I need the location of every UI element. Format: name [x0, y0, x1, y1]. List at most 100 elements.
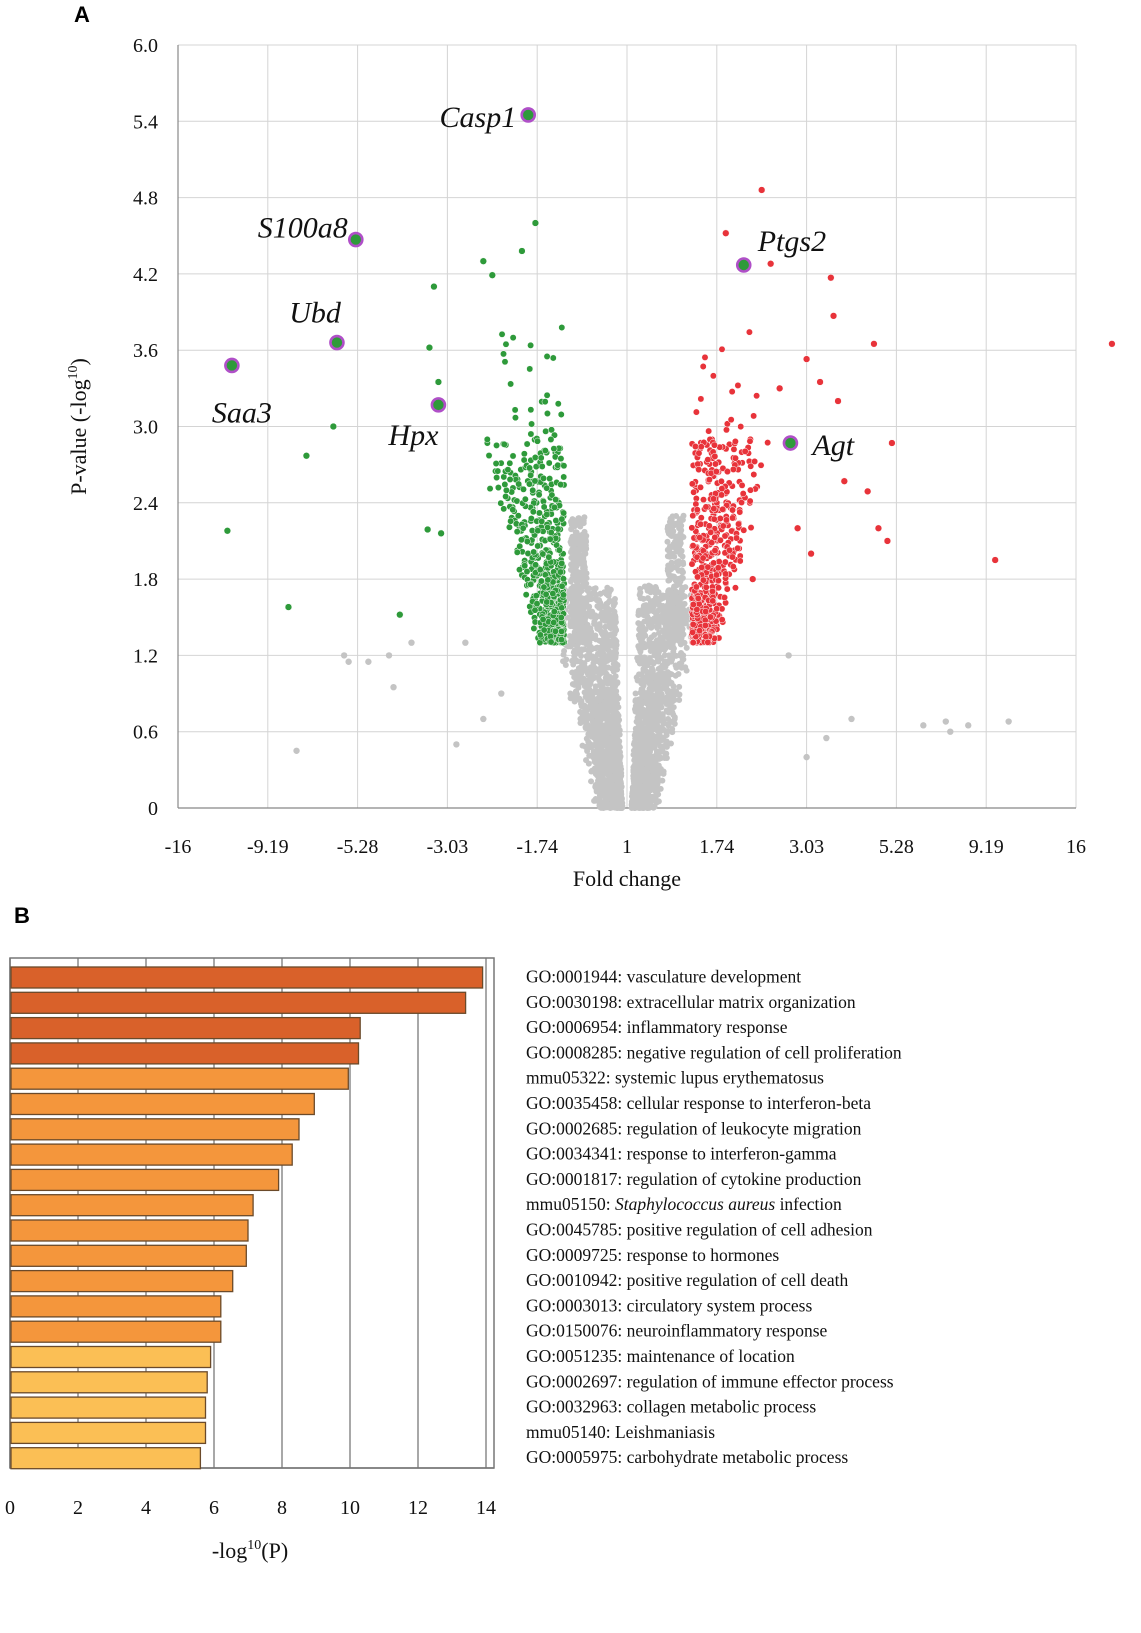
down-point — [550, 445, 558, 453]
highlight-point-ubd — [329, 334, 345, 351]
bar — [10, 1371, 208, 1394]
up-point — [690, 488, 698, 496]
down-point — [527, 471, 535, 479]
ns-point — [669, 725, 676, 732]
ns-point — [678, 614, 685, 621]
ns-point — [947, 728, 954, 735]
down-point — [536, 631, 544, 639]
ns-point — [575, 680, 582, 687]
ns-point — [639, 690, 646, 697]
ns-point — [658, 699, 665, 706]
x-tick-label: 0 — [5, 1497, 15, 1519]
up-point — [722, 516, 730, 524]
ns-point — [573, 578, 580, 585]
y-tick-label: 0.6 — [133, 722, 158, 744]
up-point — [816, 378, 824, 386]
bar — [10, 1269, 234, 1293]
down-point — [509, 452, 517, 460]
ns-point — [667, 531, 674, 538]
ns-point — [679, 553, 686, 560]
down-point — [514, 512, 522, 520]
ns-point — [679, 574, 686, 581]
up-point — [694, 573, 701, 581]
ns-point — [646, 794, 653, 801]
ns-point — [594, 624, 601, 631]
ns-point — [643, 608, 650, 615]
down-point — [521, 562, 529, 570]
ns-point — [641, 679, 648, 686]
down-point — [549, 354, 557, 362]
down-point — [513, 548, 521, 556]
ns-point — [642, 583, 649, 590]
ns-point — [631, 804, 638, 811]
down-point — [526, 365, 534, 373]
highlight-point-casp1 — [520, 107, 537, 123]
ns-point — [588, 768, 595, 775]
down-point — [513, 528, 521, 536]
ns-point — [581, 528, 588, 535]
ns-point — [592, 645, 599, 652]
up-point — [712, 468, 720, 475]
x-tick-label: 16 — [1066, 836, 1086, 858]
ns-point — [365, 658, 372, 665]
ns-point — [597, 599, 604, 606]
ns-point — [572, 529, 579, 536]
up-point — [747, 486, 754, 494]
up-point — [834, 397, 842, 405]
down-point — [529, 486, 537, 494]
down-point — [493, 474, 501, 482]
down-point — [527, 406, 535, 414]
up-point — [751, 457, 759, 465]
up-point — [704, 563, 712, 571]
ns-point — [665, 632, 672, 639]
down-point — [548, 426, 555, 434]
ns-point — [660, 743, 667, 750]
ns-point — [638, 686, 645, 693]
x-tick-label: -3.03 — [427, 836, 469, 858]
ns-point — [632, 725, 639, 732]
ns-point — [637, 633, 644, 640]
ns-point — [605, 675, 612, 682]
down-point — [501, 481, 509, 488]
ns-point — [671, 720, 678, 727]
term-label: GO:0001817: regulation of cytokine produ… — [526, 1169, 862, 1189]
up-point — [750, 412, 758, 420]
up-point — [729, 514, 737, 522]
up-point — [697, 395, 705, 403]
up-point — [730, 445, 738, 453]
ns-point — [651, 618, 658, 625]
ns-point — [591, 618, 598, 625]
ns-point — [651, 589, 658, 596]
down-point — [544, 576, 552, 584]
ns-point — [605, 762, 612, 769]
ns-point — [293, 747, 300, 754]
down-point — [396, 611, 404, 619]
ns-point — [665, 570, 672, 577]
ns-point — [587, 690, 594, 697]
ns-point — [574, 644, 581, 651]
ns-point — [652, 739, 659, 746]
up-point — [697, 443, 705, 451]
down-point — [534, 437, 541, 445]
down-point — [560, 473, 568, 481]
term-label: GO:0003013: circulatory system process — [526, 1295, 812, 1315]
up-point — [753, 392, 761, 400]
down-point — [543, 484, 551, 492]
up-point — [699, 576, 707, 584]
term-label: GO:0010942: positive regulation of cell … — [526, 1270, 848, 1290]
ns-point — [636, 791, 643, 798]
down-point — [557, 568, 564, 576]
ns-point — [672, 538, 679, 545]
down-point — [509, 506, 517, 514]
down-point — [558, 582, 566, 590]
term-label: GO:0008285: negative regulation of cell … — [526, 1042, 902, 1062]
ns-point — [614, 776, 621, 783]
ns-point — [638, 621, 645, 628]
ns-point — [578, 576, 585, 583]
up-point — [776, 384, 784, 393]
ns-point — [577, 523, 584, 530]
down-point — [223, 527, 232, 535]
ns-point — [667, 740, 674, 747]
x-tick-label: -16 — [165, 836, 192, 858]
ns-point — [571, 674, 578, 681]
